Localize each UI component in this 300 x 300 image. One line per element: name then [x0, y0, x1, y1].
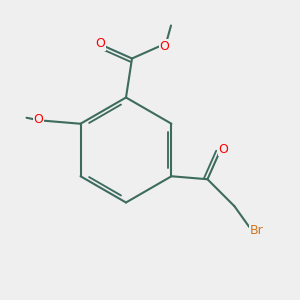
- Text: Br: Br: [250, 224, 264, 237]
- Text: O: O: [218, 143, 228, 156]
- Text: O: O: [96, 37, 105, 50]
- Text: O: O: [160, 40, 169, 53]
- Text: O: O: [34, 113, 44, 126]
